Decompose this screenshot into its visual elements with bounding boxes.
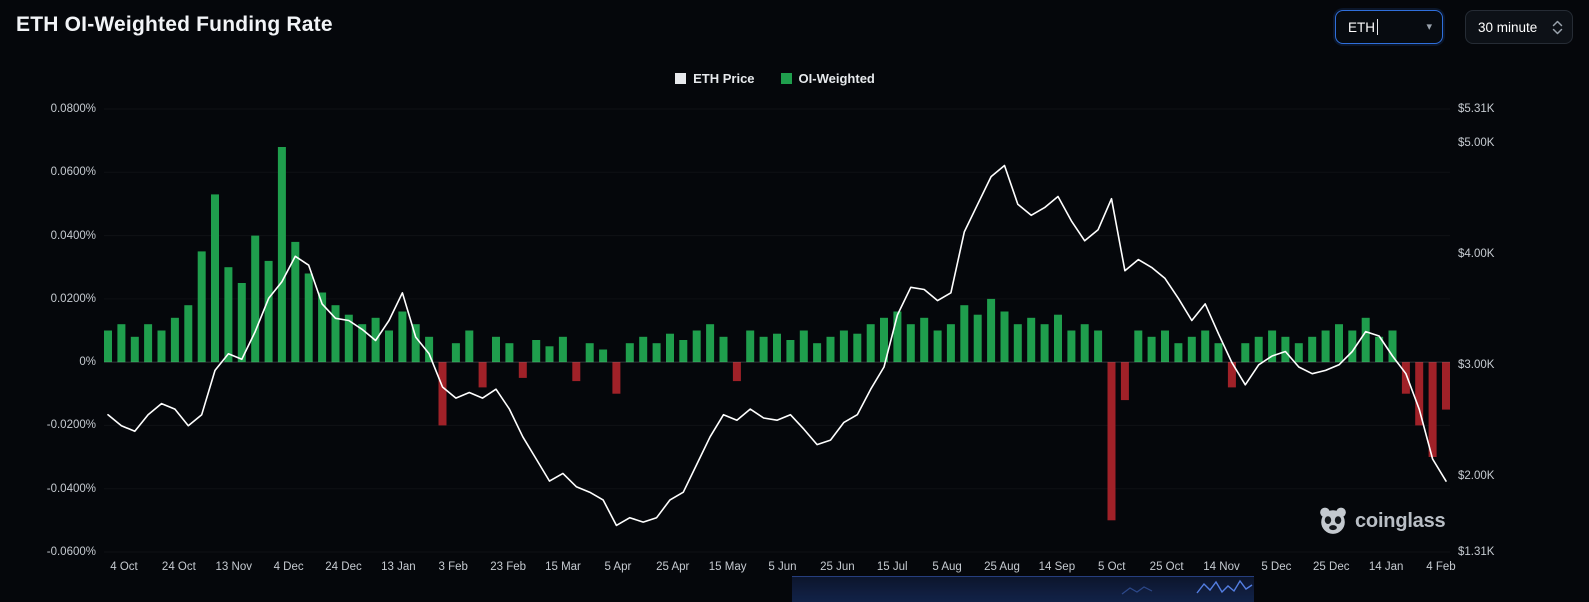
- symbol-select[interactable]: ETH ▾: [1335, 10, 1443, 44]
- right-axis-tick-label: $2.00K: [1458, 469, 1495, 482]
- legend-label-oi-weighted: OI-Weighted: [798, 70, 875, 86]
- page-title: ETH OI-Weighted Funding Rate: [16, 13, 333, 36]
- symbol-select-value: ETH: [1348, 19, 1375, 35]
- right-axis-tick-label: $4.00K: [1458, 248, 1495, 261]
- panda-logo-icon: [1320, 507, 1346, 534]
- left-axis-tick-label: -0.0200%: [46, 419, 96, 432]
- left-axis-tick-label: -0.0600%: [46, 546, 96, 558]
- right-axis-tick-label: $5.00K: [1458, 137, 1495, 150]
- chart-plot-area[interactable]: [104, 103, 1450, 558]
- legend-swatch-eth-price: [675, 72, 687, 84]
- x-axis-tick-label: 15 Jul: [876, 561, 908, 573]
- interval-select-value: 30 minute: [1478, 19, 1538, 35]
- text-cursor: [1377, 19, 1378, 35]
- legend-swatch-oi-weighted: [780, 72, 792, 84]
- left-axis-tick-label: -0.0400%: [46, 482, 96, 495]
- legend-item-eth-price[interactable]: ETH Price: [675, 70, 755, 86]
- x-axis-tick-label: 24 Oct: [161, 561, 196, 573]
- chart-minimap[interactable]: [792, 576, 1254, 602]
- x-axis-tick-label: 5 Jun: [768, 561, 797, 573]
- x-axis-tick-label: 4 Feb: [1426, 561, 1456, 573]
- left-axis-tick-label: 0%: [79, 356, 96, 369]
- right-axis-tick-label: $3.00K: [1458, 358, 1495, 371]
- up-down-chevrons-icon: [1552, 20, 1563, 34]
- x-axis-tick-label: 14 Sep: [1038, 561, 1076, 573]
- coinglass-watermark: coinglass: [1318, 506, 1446, 536]
- chart-legend: ETH Price OI-Weighted: [0, 70, 1550, 86]
- x-axis-tick-label: 5 Aug: [932, 561, 962, 573]
- x-axis-tick-label: 24 Dec: [325, 561, 362, 573]
- x-axis-tick-label: 4 Dec: [273, 561, 304, 573]
- x-axis-tick-label: 14 Nov: [1203, 561, 1240, 573]
- x-axis-tick-label: 5 Apr: [604, 561, 632, 573]
- x-axis-tick-label: 5 Oct: [1098, 561, 1126, 573]
- legend-item-oi-weighted[interactable]: OI-Weighted: [780, 70, 875, 86]
- watermark-text: coinglass: [1355, 509, 1446, 532]
- minimap-sparkline: [1121, 579, 1253, 595]
- x-axis-tick-label: 23 Feb: [490, 561, 527, 573]
- x-axis-tick-label: 25 Jun: [820, 561, 855, 573]
- right-axis-tick-label: $1.31K: [1458, 546, 1495, 558]
- x-axis-tick-label: 25 Aug: [984, 561, 1020, 573]
- x-axis-tick-label: 14 Jan: [1368, 561, 1404, 573]
- x-axis-tick-label: 25 Oct: [1149, 561, 1184, 573]
- x-axis-tick-label: 25 Apr: [656, 561, 690, 573]
- x-axis-tick-label: 3 Feb: [438, 561, 468, 573]
- x-axis-tick-label: 13 Nov: [215, 561, 252, 573]
- x-axis-tick-label: 4 Oct: [110, 561, 138, 573]
- interval-select[interactable]: 30 minute: [1465, 10, 1573, 44]
- left-axis-tick-label: 0.0600%: [50, 166, 96, 179]
- chevron-down-icon: ▾: [1426, 20, 1432, 33]
- x-axis-tick-label: 25 Dec: [1313, 561, 1350, 573]
- x-axis-tick-label: 15 May: [708, 561, 747, 573]
- legend-label-eth-price: ETH Price: [693, 70, 755, 86]
- x-axis-tick-label: 15 Mar: [545, 561, 581, 573]
- x-axis-tick-label: 5 Dec: [1261, 561, 1292, 573]
- x-axis-tick-label: 13 Jan: [381, 561, 416, 573]
- right-axis-tick-label: $5.31K: [1458, 103, 1495, 115]
- left-axis-tick-label: 0.0400%: [50, 229, 96, 242]
- chart-controls: ETH ▾ 30 minute: [1335, 10, 1573, 44]
- left-axis-tick-label: 0.0800%: [50, 103, 96, 115]
- left-axis-tick-label: 0.0200%: [50, 292, 96, 305]
